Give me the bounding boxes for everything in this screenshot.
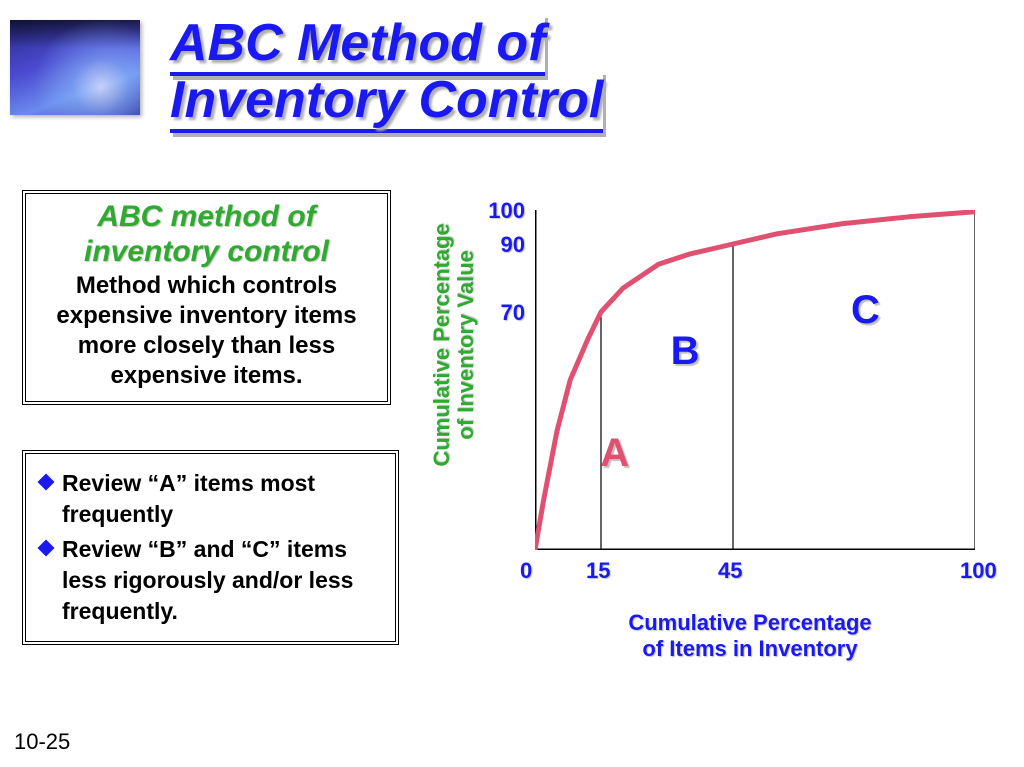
slide-number: 10-25	[14, 729, 70, 755]
region-label-c: C	[851, 288, 880, 333]
list-item: Review “B” and “C” items less rigorously…	[40, 534, 385, 627]
xtick-label: 45	[718, 558, 742, 584]
region-label-b: B	[671, 329, 700, 374]
definition-box: ABC method of inventory control Method w…	[22, 190, 391, 405]
ylabel-l2: of Inventory Value	[453, 250, 478, 440]
abc-chart: Cumulative Percentage of Inventory Value…	[430, 195, 990, 695]
region-label-a: A	[600, 431, 629, 476]
bullet-text-1: Review “B” and “C” items less rigorously…	[62, 534, 385, 627]
bullet-box: Review “A” items most frequently Review …	[22, 450, 399, 645]
xlabel-l1: Cumulative Percentage	[628, 610, 871, 635]
chart-plot-area: 709010001545100ABC	[535, 210, 975, 550]
chart-y-axis-label: Cumulative Percentage of Inventory Value	[430, 205, 478, 485]
ytick-label: 90	[480, 232, 525, 258]
xlabel-l2: of Items in Inventory	[642, 636, 857, 661]
definition-heading: ABC method of inventory control	[34, 200, 379, 269]
title-line-1: ABC Method of	[170, 14, 545, 76]
slide-root: ABC Method of Inventory Control ABC meth…	[0, 0, 1024, 767]
definition-heading-l1: ABC method of	[97, 200, 315, 233]
ytick-label: 70	[480, 300, 525, 326]
chart-svg	[535, 210, 975, 550]
bullet-text-0: Review “A” items most frequently	[62, 468, 385, 530]
chart-x-axis-label: Cumulative Percentage of Items in Invent…	[570, 610, 930, 663]
title-line-2: Inventory Control	[170, 71, 603, 133]
xtick-label: 0	[520, 558, 532, 584]
definition-body: Method which controls expensive inventor…	[34, 271, 379, 391]
slide-title: ABC Method of Inventory Control	[170, 15, 970, 129]
ytick-label: 100	[480, 198, 525, 224]
logo-image	[10, 20, 140, 115]
ylabel-l1: Cumulative Percentage	[429, 223, 454, 466]
definition-heading-l2: inventory control	[84, 235, 329, 268]
bullet-icon	[38, 474, 55, 491]
xtick-label: 15	[586, 558, 610, 584]
list-item: Review “A” items most frequently	[40, 468, 385, 530]
xtick-label: 100	[960, 558, 997, 584]
bullet-icon	[38, 540, 55, 557]
